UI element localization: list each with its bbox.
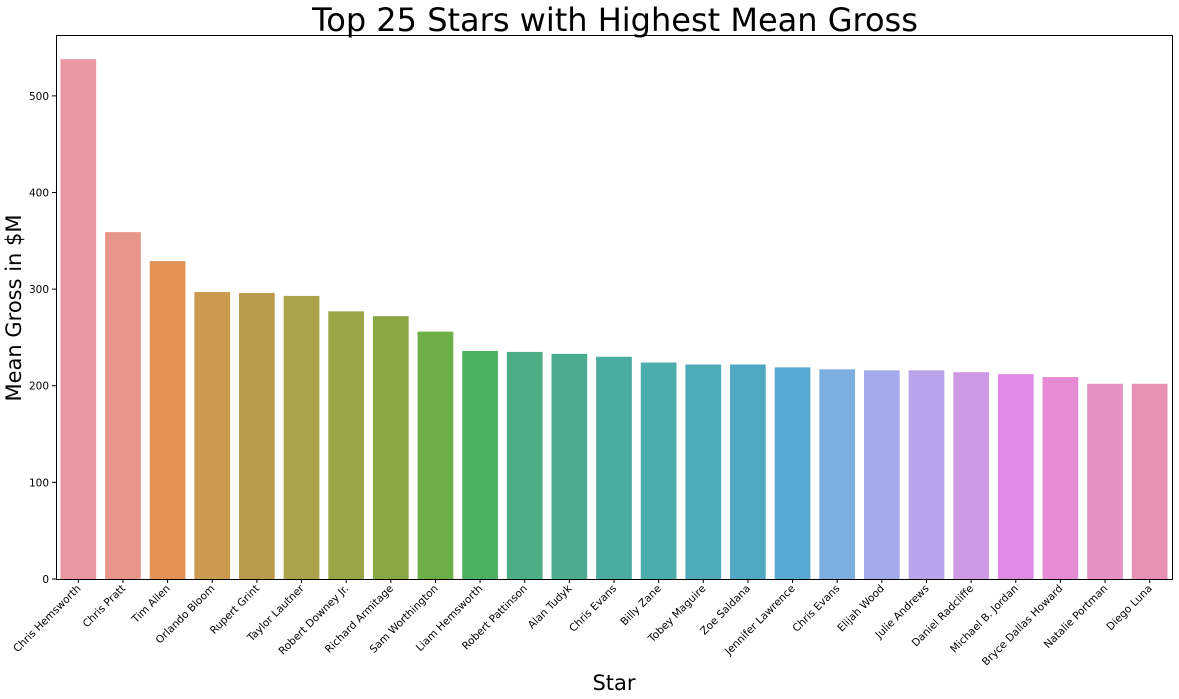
bar-3 <box>194 292 231 579</box>
bar-5 <box>283 295 320 579</box>
bar-6 <box>328 311 365 579</box>
x-tick-label: Chris Hemsworth <box>11 583 83 655</box>
bar-0 <box>60 59 97 580</box>
y-axis-label: Mean Gross in $M <box>2 214 26 401</box>
bar-12 <box>596 356 632 579</box>
x-tick-label: Chris Evans <box>567 583 619 635</box>
x-axis-label: Star <box>592 671 635 695</box>
bar-11 <box>551 353 588 579</box>
bar-20 <box>953 372 989 579</box>
x-tick-label: Chris Pratt <box>81 583 128 630</box>
bar-16 <box>774 367 811 579</box>
bar-21 <box>997 374 1034 579</box>
bars-group <box>60 59 1168 580</box>
bar-10 <box>506 351 543 579</box>
bar-23 <box>1087 383 1123 579</box>
y-axis-ticks: 0 100 200 300 400 500 <box>29 91 56 586</box>
bar-18 <box>863 370 900 579</box>
bar-15 <box>730 364 766 579</box>
x-tick-label: Bryce Dallas Howard <box>980 583 1066 669</box>
bar-22 <box>1042 377 1079 579</box>
bar-4 <box>239 292 275 579</box>
y-tick-label: 500 <box>29 91 49 103</box>
bar-14 <box>685 364 722 579</box>
x-tick-label: Chris Evans <box>790 583 842 635</box>
bar-8 <box>417 331 454 579</box>
bar-1 <box>105 232 141 579</box>
plot-frame <box>56 35 1173 580</box>
bar-19 <box>908 370 945 579</box>
x-tick-label: Alan Tudyk <box>526 582 575 631</box>
y-tick-label: 100 <box>29 477 49 489</box>
bar-2 <box>149 261 186 579</box>
bar-24 <box>1131 383 1168 579</box>
bar-7 <box>372 316 409 579</box>
x-tick-label: Tim Allen <box>129 583 173 627</box>
bar-13 <box>640 362 677 579</box>
x-tick-label: Billy Zane <box>618 583 663 628</box>
bar-9 <box>462 350 498 579</box>
y-tick-label: 200 <box>29 381 49 393</box>
y-tick-label: 300 <box>29 284 49 296</box>
x-tick-label: Diego Luna <box>1104 583 1154 633</box>
chart-title: Top 25 Stars with Highest Mean Gross <box>311 1 918 39</box>
y-tick-label: 400 <box>29 187 49 199</box>
bar-17 <box>819 369 856 579</box>
y-tick-label: 0 <box>42 574 49 586</box>
